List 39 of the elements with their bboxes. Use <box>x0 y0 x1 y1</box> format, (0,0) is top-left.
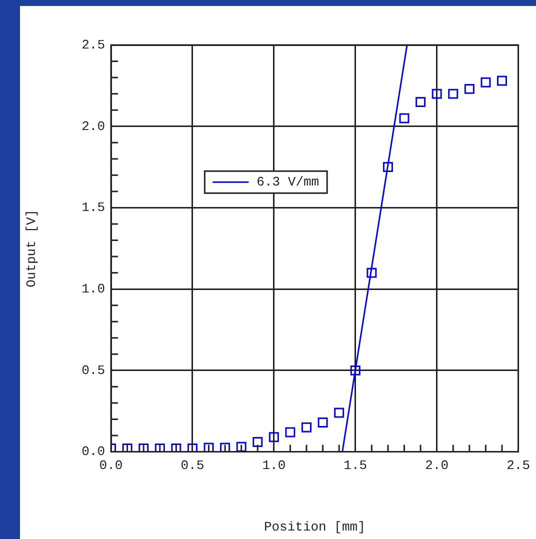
point <box>220 442 230 452</box>
x-tick-label: 1.0 <box>262 458 286 474</box>
point <box>350 365 360 376</box>
y-tick-label: 1.5 <box>82 200 106 216</box>
point <box>464 84 474 94</box>
x-tick-label: 0.0 <box>99 458 123 474</box>
point <box>448 88 458 99</box>
point <box>154 444 165 452</box>
x-axis-title: Position [mm] <box>264 520 366 535</box>
y-tick-label: 2.0 <box>82 118 106 134</box>
point <box>497 76 507 86</box>
point <box>204 442 214 452</box>
point <box>302 422 312 432</box>
point <box>416 96 426 107</box>
y-tick-label: 0.0 <box>82 444 106 460</box>
point <box>334 408 344 418</box>
x-tick-label: 2.5 <box>506 458 530 474</box>
point <box>268 432 279 442</box>
point <box>236 442 246 452</box>
point <box>366 268 377 278</box>
x-tick-label: 2.0 <box>425 458 449 474</box>
legend-label: 6.3 V/mm <box>256 174 320 190</box>
x-tick-label: 0.5 <box>180 458 204 474</box>
point <box>122 444 132 452</box>
point <box>285 427 296 438</box>
point <box>480 77 491 88</box>
point <box>382 162 393 172</box>
y-tick-label: 2.5 <box>82 37 106 52</box>
point <box>318 418 328 428</box>
point <box>399 113 410 124</box>
point <box>432 88 442 99</box>
point <box>187 444 198 452</box>
y-tick-label: 0.5 <box>82 362 106 378</box>
y-tick-label: 1.0 <box>82 282 106 297</box>
x-tick-label: 1.5 <box>344 458 368 474</box>
point <box>138 444 149 452</box>
y-axis-title: Output [V] <box>24 209 40 288</box>
point <box>252 437 263 448</box>
point <box>171 444 182 452</box>
